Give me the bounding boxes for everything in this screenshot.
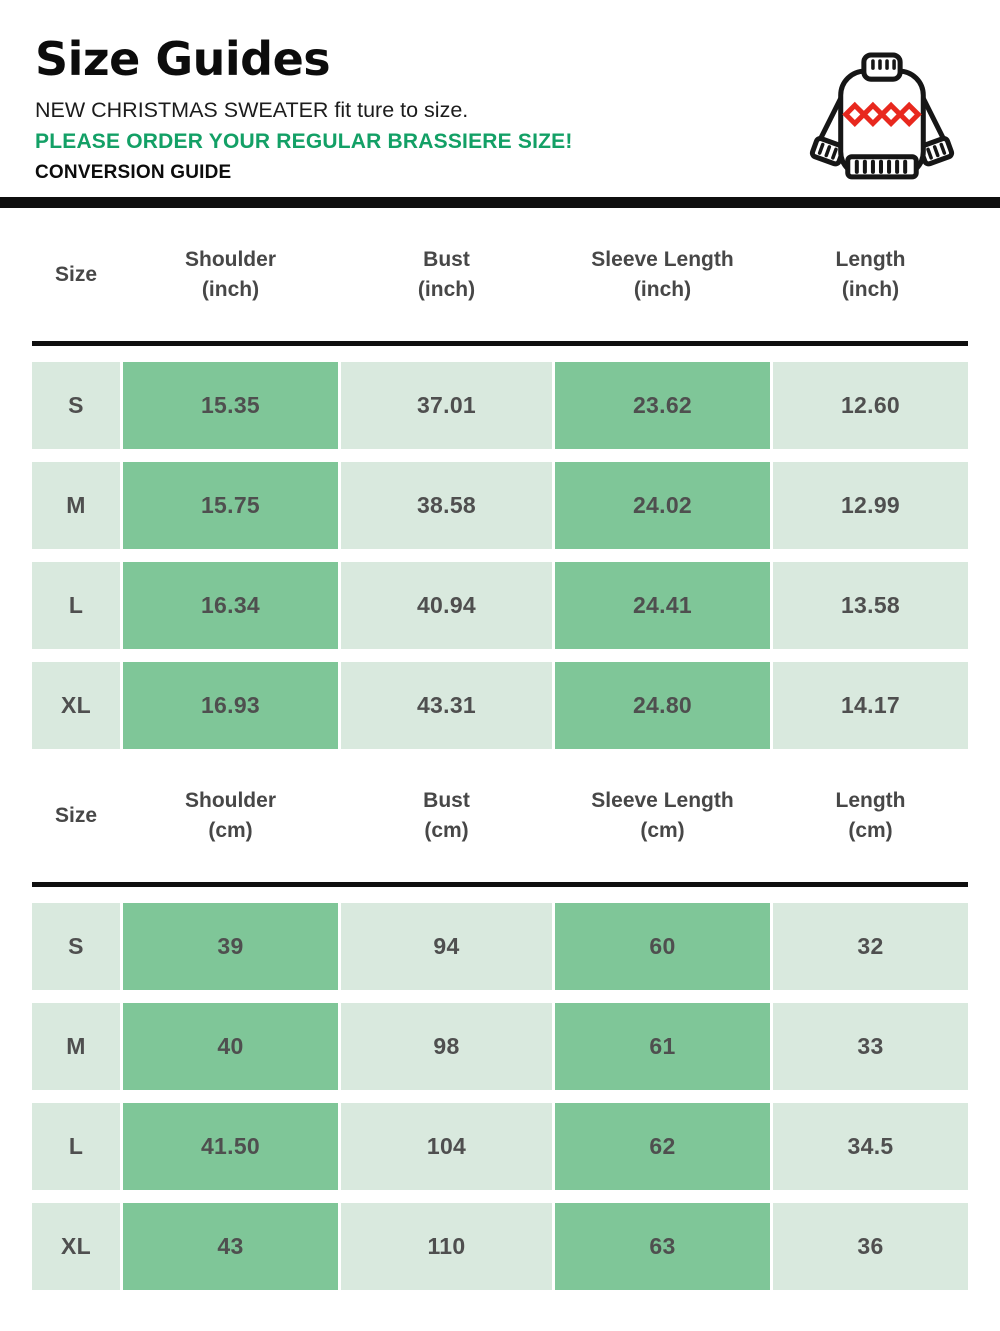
cm-row-m-length: 33 bbox=[773, 1003, 968, 1090]
cm-row-m-bust: 98 bbox=[341, 1003, 552, 1090]
conversion-guide-label: CONVERSION GUIDE bbox=[35, 162, 232, 183]
cm-header-sleeve-length: Sleeve Length (cm) bbox=[555, 786, 770, 846]
christmas-sweater-icon bbox=[809, 52, 955, 180]
inch-row-s-bust: 37.01 bbox=[341, 362, 552, 449]
cm-header-divider bbox=[32, 882, 968, 887]
cm-header-shoulder: Shoulder (cm) bbox=[123, 786, 338, 846]
cm-row-l-shoulder: 41.50 bbox=[123, 1103, 338, 1190]
column-header-unit: (inch) bbox=[841, 277, 900, 301]
column-header-label: Shoulder bbox=[184, 788, 276, 812]
cm-row-xl-length: 36 bbox=[773, 1203, 968, 1290]
page-title: Size Guides bbox=[35, 32, 331, 86]
order-notice: PLEASE ORDER YOUR REGULAR BRASSIERE SIZE… bbox=[35, 130, 573, 153]
inch-header-length: Length (inch) bbox=[773, 245, 968, 305]
cm-row-s-sleeve-length: 60 bbox=[555, 903, 770, 990]
diamond-pattern bbox=[842, 101, 922, 128]
cm-row-xl-sleeve-length: 63 bbox=[555, 1203, 770, 1290]
column-header-label: Sleeve Length bbox=[591, 247, 734, 271]
top-divider-bar bbox=[0, 197, 1000, 208]
inch-header-sleeve-length: Sleeve Length (inch) bbox=[555, 245, 770, 305]
inch-table-header-row: Size Shoulder (inch) Bust (inch) Sleeve … bbox=[32, 208, 968, 341]
column-header-unit: (inch) bbox=[633, 277, 692, 301]
inch-row-l-bust: 40.94 bbox=[341, 562, 552, 649]
cm-row-xl-shoulder: 43 bbox=[123, 1203, 338, 1290]
column-header-label: Size bbox=[54, 803, 98, 827]
inch-row-xl-bust: 43.31 bbox=[341, 662, 552, 749]
column-header-unit: (cm) bbox=[424, 818, 469, 842]
inch-row-xl-size: XL bbox=[32, 662, 120, 749]
column-header-label: Bust bbox=[423, 788, 470, 812]
inch-row-s-shoulder: 15.35 bbox=[123, 362, 338, 449]
inch-row-l-length: 13.58 bbox=[773, 562, 968, 649]
column-header-label: Shoulder bbox=[184, 247, 276, 271]
cm-row-l-size: L bbox=[32, 1103, 120, 1190]
cm-table-body: S 39 94 60 32 M 40 98 61 33 L 41.50 104 … bbox=[32, 903, 968, 1290]
inch-row-l-shoulder: 16.34 bbox=[123, 562, 338, 649]
inch-row-m-shoulder: 15.75 bbox=[123, 462, 338, 549]
cm-row-xl-bust: 110 bbox=[341, 1203, 552, 1290]
cm-row-s-bust: 94 bbox=[341, 903, 552, 990]
inch-header-size: Size bbox=[32, 260, 120, 290]
cm-row-m-shoulder: 40 bbox=[123, 1003, 338, 1090]
inch-row-m-size: M bbox=[32, 462, 120, 549]
column-header-unit: (inch) bbox=[417, 277, 476, 301]
cm-row-l-bust: 104 bbox=[341, 1103, 552, 1190]
inch-header-bust: Bust (inch) bbox=[341, 245, 552, 305]
inch-row-l-sleeve-length: 24.41 bbox=[555, 562, 770, 649]
column-header-unit: (cm) bbox=[640, 818, 685, 842]
column-header-label: Length bbox=[835, 247, 906, 271]
inch-row-m-bust: 38.58 bbox=[341, 462, 552, 549]
inch-row-l-size: L bbox=[32, 562, 120, 649]
cm-row-l-sleeve-length: 62 bbox=[555, 1103, 770, 1190]
inch-row-m-length: 12.99 bbox=[773, 462, 968, 549]
page-header: Size Guides NEW CHRISTMAS SWEATER fit tu… bbox=[0, 0, 1000, 184]
cm-row-m-sleeve-length: 61 bbox=[555, 1003, 770, 1090]
fit-subtitle: NEW CHRISTMAS SWEATER fit ture to size. bbox=[35, 98, 469, 122]
inch-row-s-length: 12.60 bbox=[773, 362, 968, 449]
column-header-label: Sleeve Length bbox=[591, 788, 734, 812]
cm-row-xl-size: XL bbox=[32, 1203, 120, 1290]
column-header-unit: (inch) bbox=[201, 277, 260, 301]
cm-header-length: Length (cm) bbox=[773, 786, 968, 846]
column-header-label: Length bbox=[835, 788, 906, 812]
cm-row-s-shoulder: 39 bbox=[123, 903, 338, 990]
cm-row-s-size: S bbox=[32, 903, 120, 990]
column-header-unit: (cm) bbox=[208, 818, 253, 842]
column-header-unit: (cm) bbox=[848, 818, 893, 842]
column-header-label: Size bbox=[54, 262, 98, 286]
inch-row-s-size: S bbox=[32, 362, 120, 449]
cm-row-s-length: 32 bbox=[773, 903, 968, 990]
cm-row-m-size: M bbox=[32, 1003, 120, 1090]
cm-table-header-row: Size Shoulder (cm) Bust (cm) Sleeve Leng… bbox=[32, 749, 968, 882]
column-header-label: Bust bbox=[423, 247, 470, 271]
cm-header-size: Size bbox=[32, 801, 120, 831]
inch-row-xl-shoulder: 16.93 bbox=[123, 662, 338, 749]
size-tables: Size Shoulder (inch) Bust (inch) Sleeve … bbox=[32, 208, 968, 1290]
cm-header-bust: Bust (cm) bbox=[341, 786, 552, 846]
cm-row-l-length: 34.5 bbox=[773, 1103, 968, 1190]
inch-row-xl-sleeve-length: 24.80 bbox=[555, 662, 770, 749]
inch-row-xl-length: 14.17 bbox=[773, 662, 968, 749]
inch-header-divider bbox=[32, 341, 968, 346]
inch-row-s-sleeve-length: 23.62 bbox=[555, 362, 770, 449]
inch-table-body: S 15.35 37.01 23.62 12.60 M 15.75 38.58 … bbox=[32, 362, 968, 749]
inch-row-m-sleeve-length: 24.02 bbox=[555, 462, 770, 549]
inch-header-shoulder: Shoulder (inch) bbox=[123, 245, 338, 305]
